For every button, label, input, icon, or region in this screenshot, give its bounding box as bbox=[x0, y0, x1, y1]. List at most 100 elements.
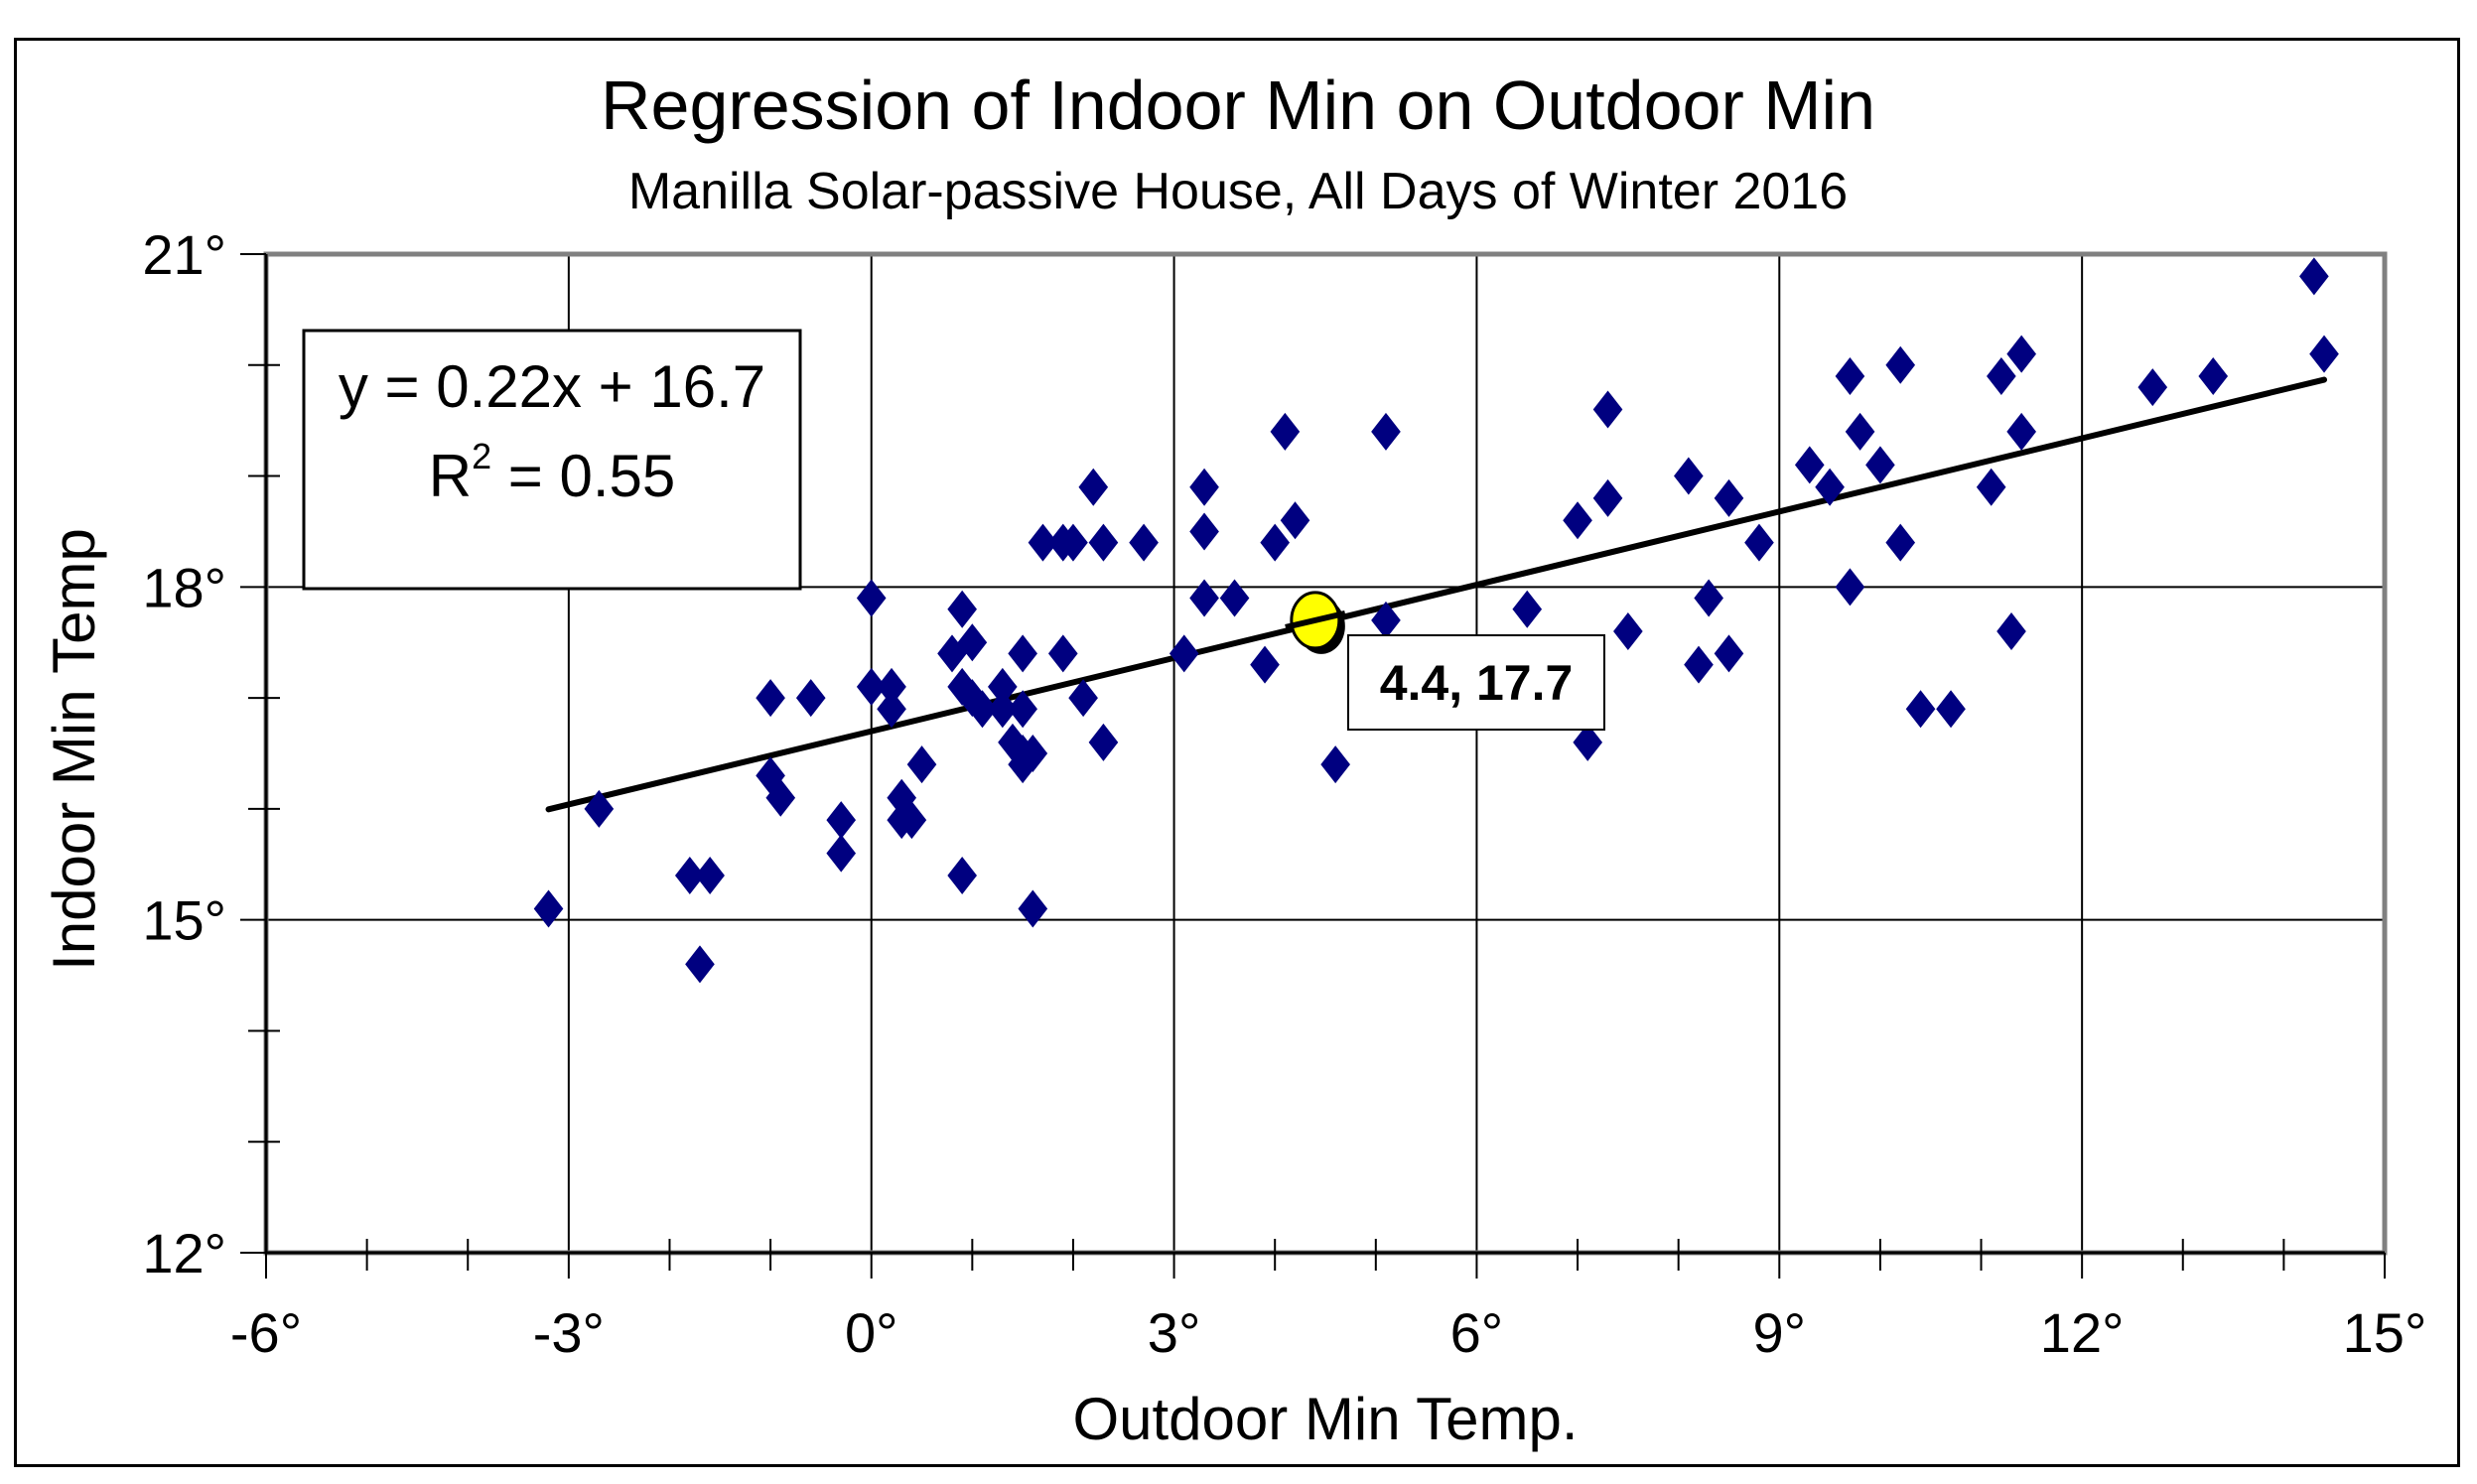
data-point bbox=[1987, 356, 2016, 395]
x-axis-label: Outdoor Min Temp. bbox=[1072, 1386, 1578, 1452]
chart-frame bbox=[14, 38, 2460, 1467]
data-point bbox=[765, 778, 796, 817]
data-point bbox=[1835, 356, 1865, 395]
data-point bbox=[1280, 501, 1310, 540]
data-point bbox=[1169, 634, 1199, 673]
data-point bbox=[756, 679, 785, 718]
data-point bbox=[877, 667, 906, 706]
x-tick-labels: -6° -3° 0° 3° 6° 9° 12° 15° bbox=[230, 1301, 2426, 1364]
data-point bbox=[1815, 468, 1845, 506]
x-tick-label: -3° bbox=[533, 1301, 605, 1364]
x-tick-label: 0° bbox=[845, 1301, 898, 1364]
trendline-group bbox=[545, 376, 2328, 813]
data-point bbox=[1320, 745, 1350, 784]
data-point bbox=[826, 801, 857, 840]
data-point bbox=[2198, 356, 2229, 395]
data-point bbox=[695, 856, 725, 894]
data-point bbox=[2006, 335, 2036, 373]
data-point bbox=[1219, 579, 1250, 617]
x-tick-label: 3° bbox=[1148, 1301, 1201, 1364]
x-tick-label: 12° bbox=[2040, 1301, 2125, 1364]
data-point bbox=[1674, 457, 1704, 495]
data-point bbox=[1189, 468, 1219, 506]
data-point bbox=[967, 690, 998, 729]
data-point bbox=[947, 856, 977, 894]
r2-superscript: 2 bbox=[472, 436, 491, 476]
data-point bbox=[987, 690, 1018, 729]
data-point bbox=[1260, 523, 1291, 562]
data-point bbox=[896, 801, 927, 840]
data-point bbox=[1845, 412, 1875, 451]
data-point bbox=[1250, 645, 1280, 684]
data-point bbox=[1189, 579, 1219, 617]
data-point bbox=[1008, 690, 1037, 729]
data-point bbox=[1371, 412, 1401, 451]
data-point bbox=[947, 590, 977, 628]
data-point bbox=[1694, 579, 1723, 617]
data-point bbox=[1573, 723, 1603, 761]
data-point bbox=[1684, 645, 1714, 684]
data-point bbox=[856, 579, 887, 617]
data-point bbox=[1129, 523, 1159, 562]
data-point bbox=[877, 690, 906, 729]
data-point bbox=[1068, 679, 1098, 718]
x-tick-label: -6° bbox=[230, 1301, 302, 1364]
data-point bbox=[1018, 735, 1048, 772]
data-point bbox=[1936, 690, 1966, 729]
data-point bbox=[1976, 468, 2006, 506]
data-point bbox=[1592, 390, 1623, 429]
data-point bbox=[1028, 523, 1058, 562]
data-point bbox=[1189, 512, 1219, 551]
data-points bbox=[533, 257, 2339, 984]
data-point bbox=[906, 745, 937, 784]
data-point bbox=[2006, 412, 2036, 451]
data-point bbox=[795, 679, 826, 718]
data-point bbox=[533, 889, 564, 928]
data-point bbox=[756, 756, 785, 795]
axes bbox=[240, 251, 2388, 1279]
data-point bbox=[826, 834, 857, 873]
data-point bbox=[1885, 345, 1916, 384]
y-tick-label: 18° bbox=[142, 556, 226, 618]
data-point bbox=[1270, 412, 1301, 451]
x-tick-label: 9° bbox=[1753, 1301, 1807, 1364]
data-point bbox=[1512, 590, 1543, 628]
data-point bbox=[2137, 368, 2168, 407]
data-point bbox=[1078, 468, 1109, 506]
x-tick-label: 15° bbox=[2343, 1301, 2427, 1364]
highlight-trend-overlay bbox=[1285, 609, 1346, 630]
r-squared-text: R2 = 0.55 bbox=[429, 436, 676, 509]
r2-suffix: = 0.55 bbox=[491, 443, 675, 509]
trendline bbox=[545, 376, 2328, 813]
data-point bbox=[2309, 335, 2339, 373]
data-point bbox=[1047, 634, 1078, 673]
data-point bbox=[2299, 257, 2329, 296]
y-tick-label: 12° bbox=[142, 1222, 226, 1284]
data-point bbox=[1088, 523, 1119, 562]
r2-prefix: R bbox=[429, 443, 472, 509]
data-point bbox=[1835, 568, 1865, 607]
y-tick-labels: 12° 15° 18° 21° bbox=[142, 223, 226, 1284]
data-point bbox=[674, 856, 705, 894]
y-tick-label: 15° bbox=[142, 889, 226, 952]
data-point bbox=[1088, 723, 1119, 761]
data-point bbox=[1018, 889, 1048, 928]
data-point bbox=[856, 667, 887, 706]
data-point bbox=[1592, 478, 1623, 517]
highlight-group bbox=[1285, 591, 1346, 654]
data-point bbox=[685, 945, 715, 984]
data-point bbox=[1714, 478, 1744, 517]
chart-title: Regression of Indoor Min on Outdoor Min bbox=[601, 67, 1875, 144]
data-point bbox=[987, 667, 1018, 706]
highlight-label: 4.4, 17.7 bbox=[1380, 655, 1574, 711]
data-point bbox=[1371, 601, 1401, 639]
data-point bbox=[1744, 523, 1774, 562]
data-point bbox=[957, 623, 988, 662]
data-point bbox=[1865, 446, 1895, 484]
data-point bbox=[1613, 612, 1643, 651]
data-point bbox=[1905, 690, 1936, 729]
data-point bbox=[1794, 446, 1825, 484]
data-point bbox=[584, 789, 615, 828]
data-point bbox=[1714, 634, 1744, 673]
